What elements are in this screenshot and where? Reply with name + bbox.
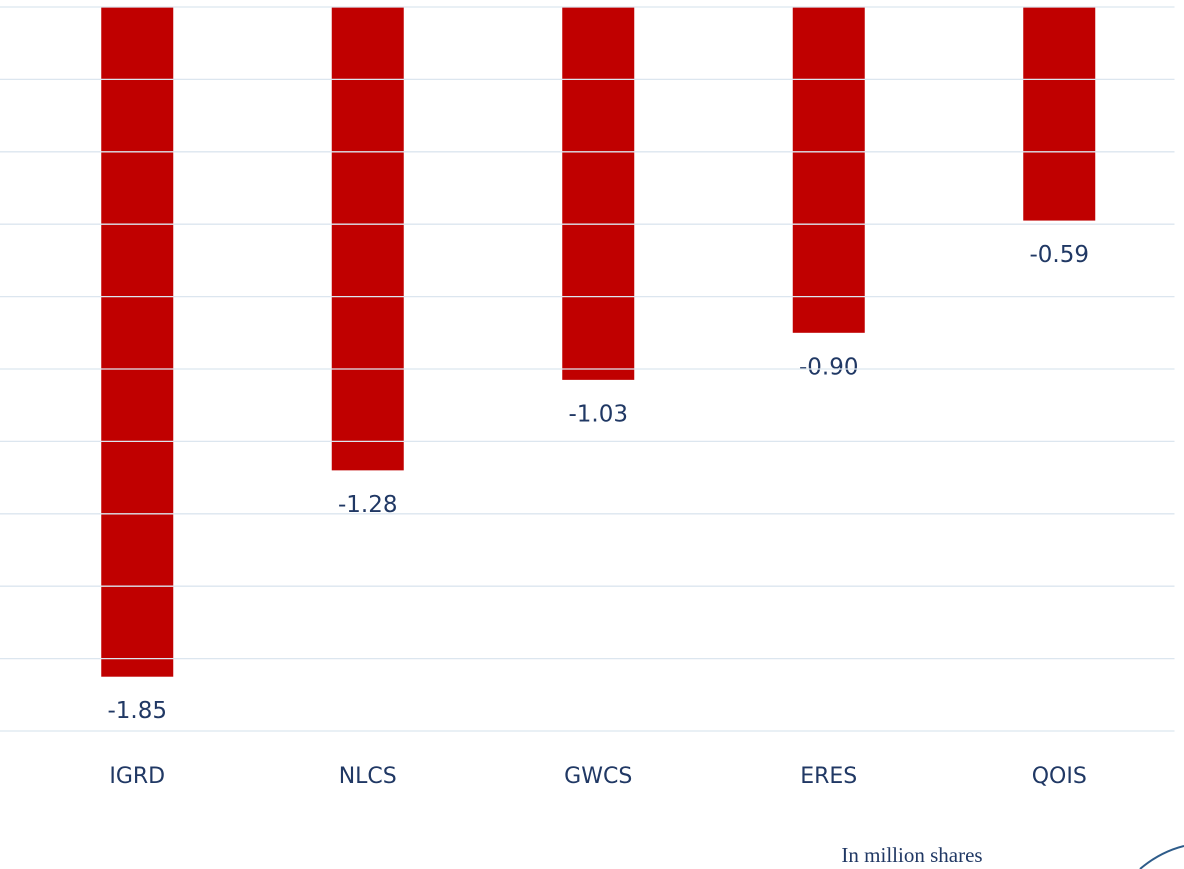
data-label: -0.90 bbox=[799, 354, 859, 380]
x-tick-label: QOIS bbox=[1032, 764, 1087, 789]
bar bbox=[101, 7, 174, 677]
x-tick-label: IGRD bbox=[109, 764, 165, 789]
x-tick-label: GWCS bbox=[564, 764, 632, 789]
bar bbox=[1023, 7, 1096, 221]
decoration bbox=[1139, 845, 1184, 869]
x-tick-label: NLCS bbox=[339, 764, 397, 789]
data-label: -1.85 bbox=[107, 698, 167, 724]
bar bbox=[331, 7, 404, 471]
data-label: -0.59 bbox=[1029, 242, 1089, 268]
x-tick-label: ERES bbox=[800, 764, 857, 789]
bar bbox=[792, 7, 865, 333]
data-label: -1.03 bbox=[568, 401, 628, 427]
annotation: In million shares bbox=[841, 843, 982, 867]
bar bbox=[562, 7, 635, 380]
